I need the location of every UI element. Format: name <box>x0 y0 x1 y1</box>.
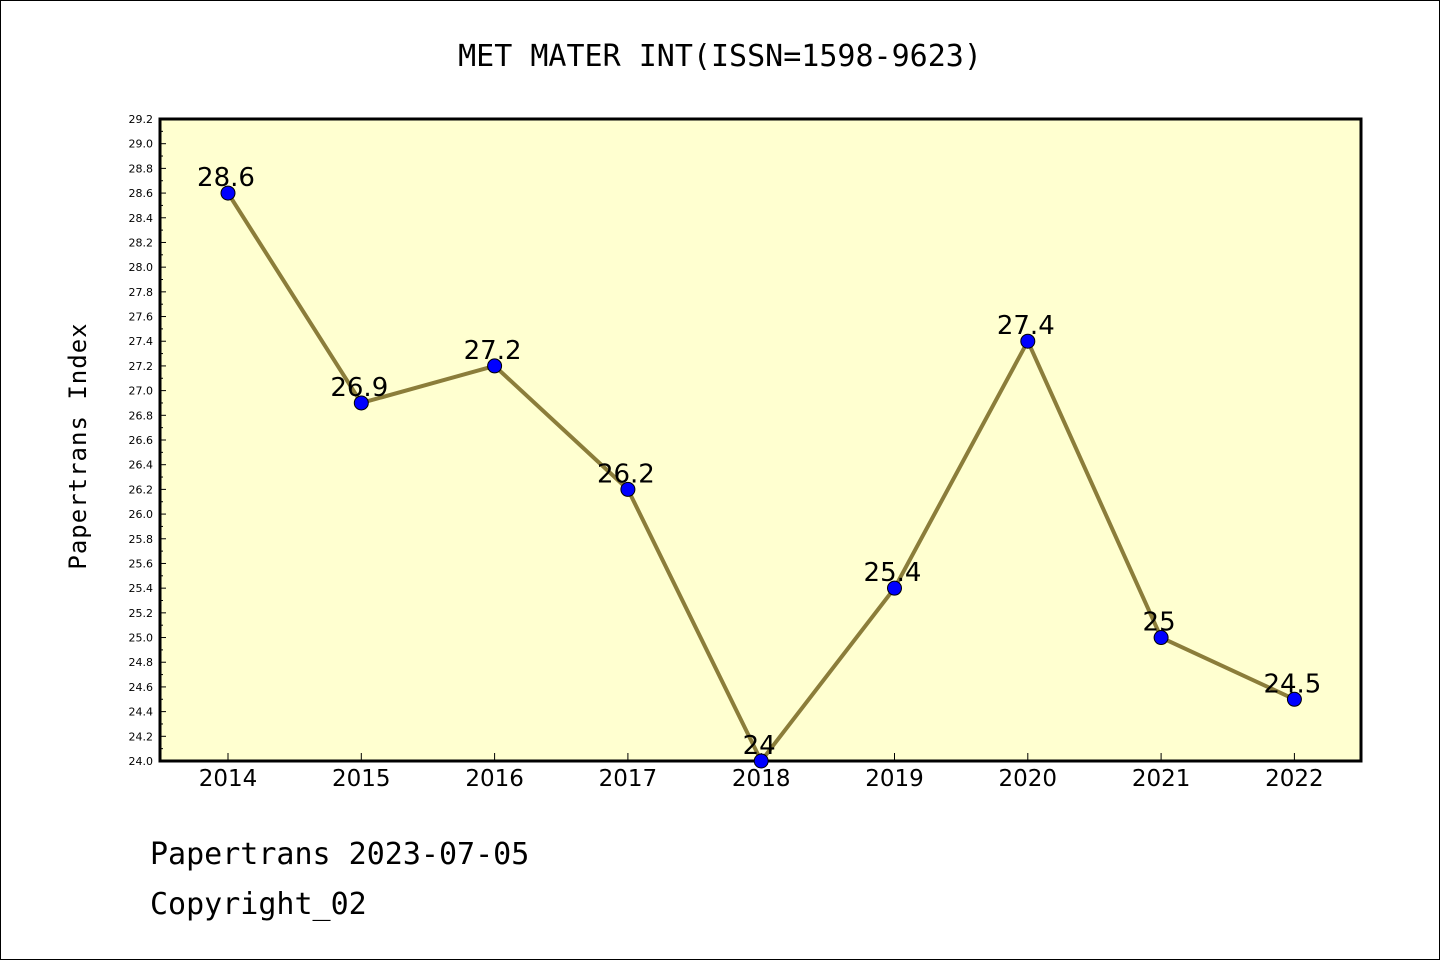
y-tick-label: 24.8 <box>129 656 154 669</box>
y-tick-label: 27.8 <box>129 286 154 299</box>
data-point <box>620 481 636 497</box>
markers-group <box>220 185 1302 769</box>
y-tick-label: 25.8 <box>129 533 154 546</box>
x-tick-label: 2019 <box>865 766 924 792</box>
y-tick-label: 28.2 <box>129 236 154 249</box>
data-label: 26.9 <box>330 373 388 403</box>
y-tick-label: 24.2 <box>129 730 154 743</box>
y-tick-label: 24.0 <box>129 755 154 768</box>
y-tick-label: 27.6 <box>129 311 154 324</box>
y-tick-label: 25.0 <box>129 632 154 645</box>
y-tick-label: 29.0 <box>129 138 154 151</box>
y-tick-label: 25.4 <box>129 582 154 595</box>
data-point <box>1286 691 1302 707</box>
data-label: 28.6 <box>197 163 255 193</box>
data-label: 26.2 <box>597 459 655 489</box>
x-axis: 2014 2015 2016 2017 2018 2019 2020 2021 2022 <box>199 753 1324 792</box>
y-tick-label: 27.2 <box>129 360 154 373</box>
chart-title: MET MATER INT(ISSN=1598-9623) <box>458 39 982 74</box>
footer-date: Papertrans 2023-07-05 <box>150 837 529 872</box>
y-axis-label: Papertrans Index <box>64 322 92 569</box>
data-labels-group: 28.6 26.9 27.2 26.2 24 25.4 27.4 25 24.5 <box>197 163 1321 761</box>
data-point <box>753 753 769 769</box>
x-tick-label: 2018 <box>732 766 791 792</box>
data-label: 25 <box>1143 608 1176 638</box>
data-point <box>487 358 503 374</box>
y-axis: 24.0 24.2 24.4 24.6 24.8 25.0 25.2 25.4 25.6 25.8… <box>129 113 166 768</box>
plot-area <box>158 117 1363 763</box>
y-tick-label: 24.6 <box>129 681 154 694</box>
y-tick-label: 26.4 <box>129 459 154 472</box>
x-tick-label: 2020 <box>999 766 1058 792</box>
y-tick-label: 28.0 <box>129 261 154 274</box>
footer-copyright: Copyright_02 <box>150 887 367 922</box>
y-tick-label: 28.6 <box>129 187 154 200</box>
data-label: 24 <box>743 731 776 761</box>
data-label: 27.2 <box>464 336 522 366</box>
data-point <box>1153 630 1169 646</box>
data-label: 27.4 <box>997 311 1055 341</box>
data-label: 25.4 <box>864 558 922 588</box>
y-tick-label: 27.0 <box>129 385 154 398</box>
data-point <box>1020 333 1036 349</box>
x-tick-label: 2016 <box>465 766 524 792</box>
y-tick-label: 24.4 <box>129 706 154 719</box>
data-point <box>220 185 236 201</box>
y-tick-label: 28.8 <box>129 162 154 175</box>
y-tick-label: 26.2 <box>129 483 154 496</box>
x-tick-label: 2015 <box>332 766 391 792</box>
y-tick-label: 28.4 <box>129 212 154 225</box>
y-tick-label: 25.2 <box>129 607 154 620</box>
data-point <box>887 580 902 596</box>
data-point <box>353 395 369 411</box>
x-tick-label: 2017 <box>599 766 658 792</box>
y-tick-label: 29.2 <box>129 113 154 126</box>
y-tick-label: 26.8 <box>129 409 154 422</box>
y-tick-label: 25.6 <box>129 557 154 570</box>
x-tick-label: 2014 <box>199 766 258 792</box>
y-tick-label: 26.6 <box>129 434 154 447</box>
y-tick-label: 27.4 <box>129 335 154 348</box>
x-tick-label: 2021 <box>1132 766 1191 792</box>
data-label: 24.5 <box>1263 669 1321 699</box>
x-tick-label: 2022 <box>1265 766 1324 792</box>
y-tick-label: 26.0 <box>129 508 154 521</box>
